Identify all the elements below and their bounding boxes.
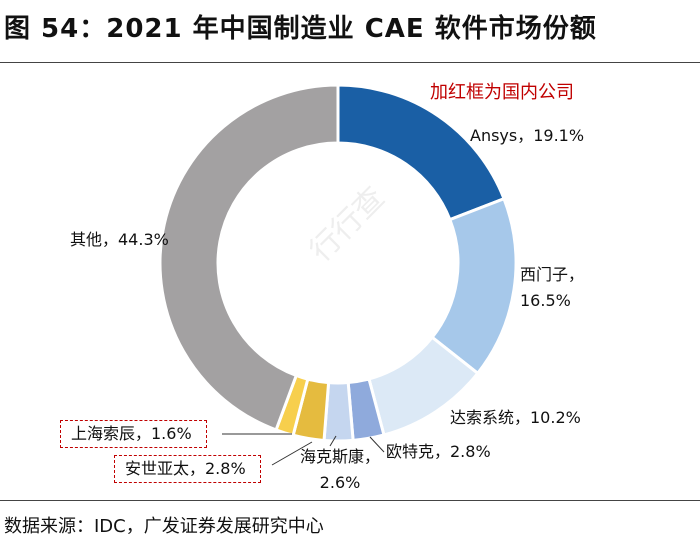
label-hexagon-value: 2.6% — [319, 473, 361, 492]
label-ansys: Ansys，19.1% — [470, 126, 585, 145]
label-dassault: 达索系统，10.2% — [450, 408, 581, 427]
label-siemens-value: 16.5% — [520, 291, 571, 310]
source-rule — [0, 500, 700, 501]
label-autodesk: 欧特克，2.8% — [386, 442, 491, 461]
label-anshi: 安世亚太，2.8% — [114, 455, 261, 483]
title-rule — [0, 62, 700, 63]
label-siemens-name: 西门子， — [520, 265, 585, 284]
leader-hexagon — [329, 435, 337, 447]
slice-other — [158, 83, 340, 432]
leader-anshi — [271, 441, 313, 466]
label-hexagon-name: 海克斯康， — [300, 447, 381, 466]
source-text: 数据来源：IDC，广发证券发展研究中心 — [4, 516, 324, 537]
page-title: 图 54：2021 年中国制造业 CAE 软件市场份额 — [4, 14, 597, 44]
label-other: 其他，44.3% — [70, 230, 169, 249]
domestic-note: 加红框为国内公司 — [430, 82, 574, 103]
label-suochen: 上海索辰，1.6% — [60, 420, 207, 448]
label-hexagon: 海克斯康， 2.6% — [300, 444, 380, 496]
leader-autodesk — [369, 436, 385, 453]
label-siemens: 西门子， 16.5% — [520, 262, 584, 314]
